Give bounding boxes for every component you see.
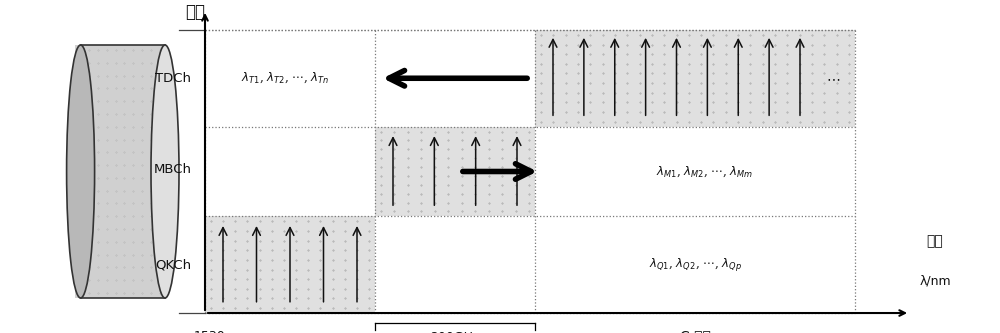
Ellipse shape (151, 45, 179, 298)
Bar (535, 30, 855, 127)
Text: 波长: 波长 (927, 234, 943, 248)
Text: $\lambda_{M1}$, $\lambda_{M2}$, $\cdots$, $\lambda_{Mm}$: $\lambda_{M1}$, $\lambda_{M2}$, $\cdots$… (656, 164, 754, 179)
Text: 通道: 通道 (185, 3, 205, 21)
Text: λ/nm: λ/nm (919, 275, 951, 288)
Bar (375, 127, 535, 216)
Text: 1530: 1530 (194, 330, 226, 333)
Ellipse shape (67, 45, 95, 298)
Bar (205, 216, 375, 313)
Text: $\lambda_{T1}$, $\lambda_{T2}$, $\cdots$, $\lambda_{Tn}$: $\lambda_{T1}$, $\lambda_{T2}$, $\cdots$… (241, 71, 329, 86)
Text: MBCh: MBCh (154, 163, 192, 176)
Bar (75, 45, 165, 298)
Text: 200GHz: 200GHz (430, 331, 480, 333)
Text: $\lambda_{Q1}$, $\lambda_{Q2}$, $\cdots$, $\lambda_{Qp}$: $\lambda_{Q1}$, $\lambda_{Q2}$, $\cdots$… (649, 256, 741, 273)
Text: $\cdots$: $\cdots$ (826, 71, 840, 85)
Text: TDCh: TDCh (155, 72, 191, 85)
Text: QKCh: QKCh (155, 258, 191, 271)
Text: C 波段: C 波段 (680, 329, 710, 333)
